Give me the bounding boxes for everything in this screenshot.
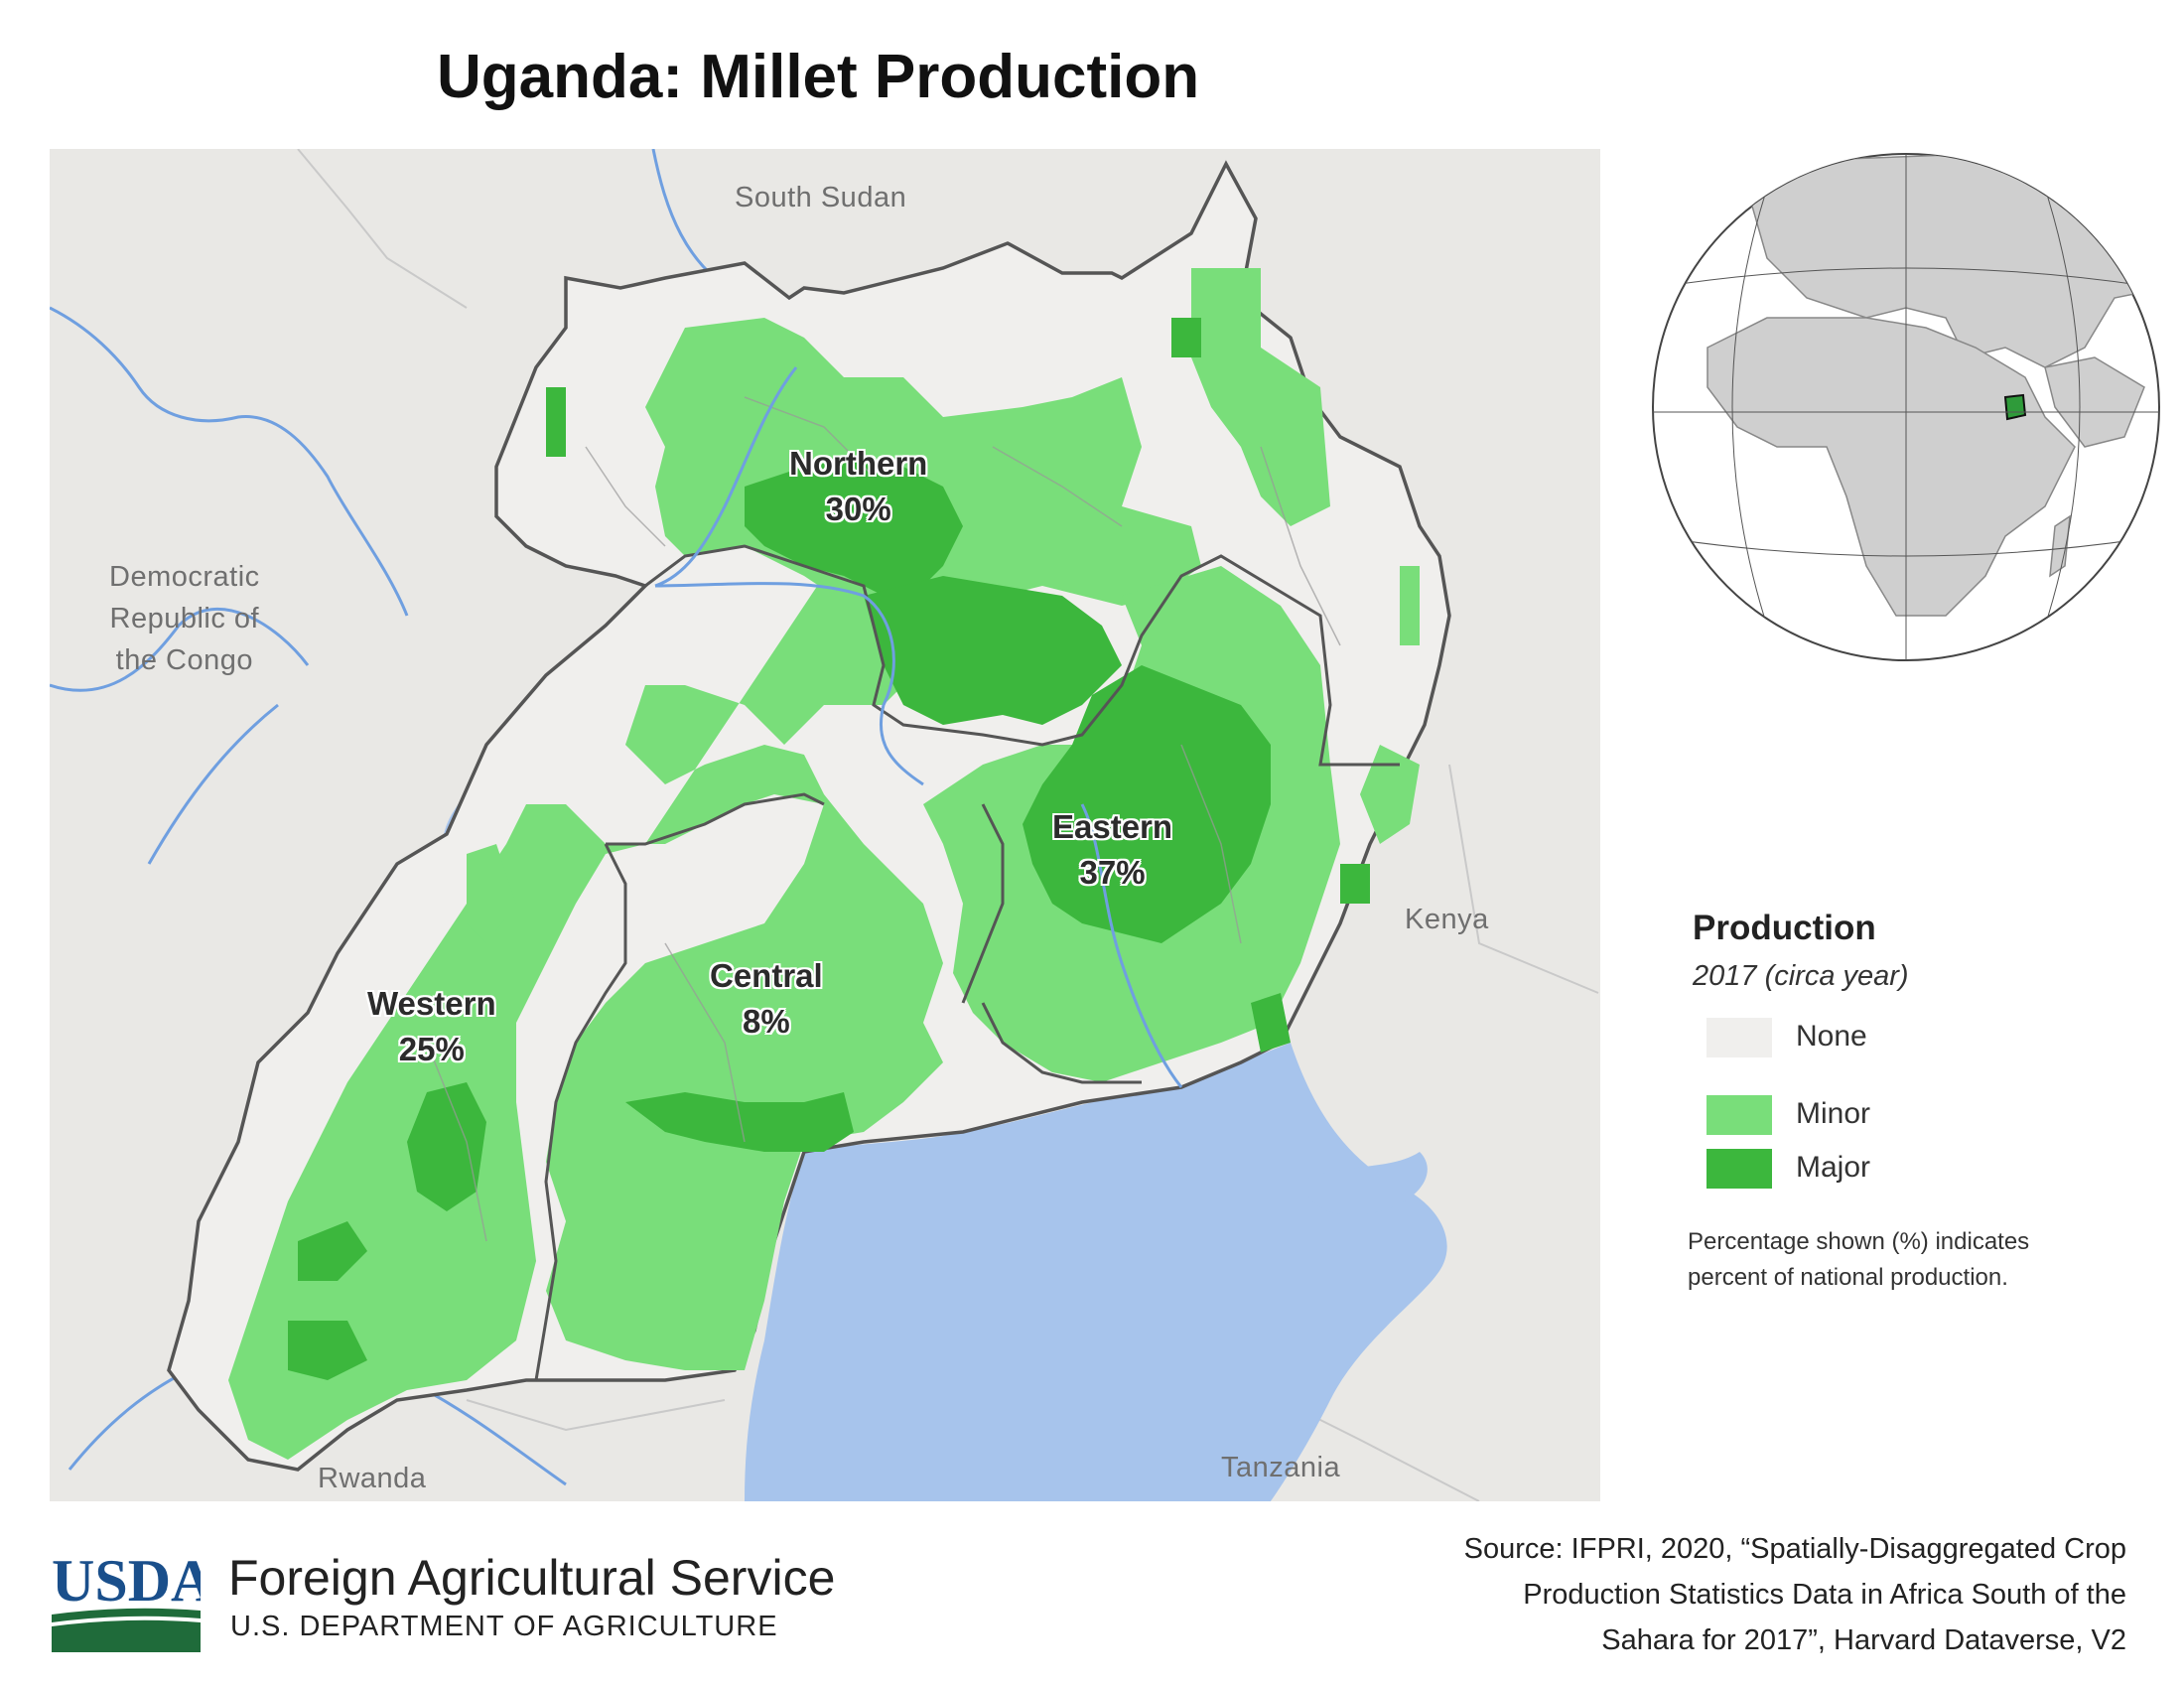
label-south-sudan: South Sudan — [735, 182, 907, 213]
region-label-western[interactable]: Western 25% — [367, 981, 496, 1072]
globe-madagascar — [2049, 514, 2071, 578]
winam-gulf — [1300, 1152, 1428, 1215]
legend-label: None — [1796, 1020, 1867, 1053]
label-kenya: Kenya — [1405, 904, 1489, 935]
nile-river — [654, 366, 1183, 1088]
region-name: Northern — [789, 445, 928, 482]
map-canvas — [50, 149, 1599, 1501]
legend-note-line-1: Percentage shown (%) indicates — [1688, 1228, 2030, 1255]
border-kenya-internal — [1448, 764, 1599, 994]
legend-item-minor: Minor — [1706, 1095, 2004, 1135]
label-tanzania: Tanzania — [1221, 1452, 1341, 1483]
lake-victoria — [745, 1043, 1447, 1501]
legend: Production 2017 (circa year) — [1693, 909, 1909, 993]
region-label-eastern[interactable]: Eastern 37% — [1052, 804, 1172, 896]
legend-swatch-minor — [1706, 1095, 1772, 1135]
region-share: 30% — [825, 491, 891, 527]
department-name: U.S. DEPARTMENT OF AGRICULTURE — [230, 1611, 778, 1642]
region-share: 37% — [1079, 854, 1146, 891]
legend-subtitle: 2017 (circa year) — [1693, 960, 1909, 992]
label-drc-line-1: Democratic — [109, 561, 260, 593]
map-title: Uganda: Millet Production — [437, 43, 1200, 111]
border-central-east — [981, 1002, 1142, 1084]
border-kyoga-east — [961, 803, 1005, 1004]
river-drc-1 — [50, 306, 409, 617]
globe-africa — [1706, 317, 2076, 617]
agency-name: Foreign Agricultural Service — [228, 1550, 836, 1606]
legend-swatch-none — [1706, 1018, 1772, 1057]
legend-note: Percentage shown (%) indicates percent o… — [1688, 1224, 2105, 1296]
border-northern-eastern — [644, 544, 1400, 767]
legend-title: Production — [1693, 909, 1876, 947]
legend-swatch-major — [1706, 1149, 1772, 1189]
region-name: Eastern — [1052, 808, 1173, 845]
legend-item-none: None — [1706, 1018, 2004, 1057]
source-citation: Source: IFPRI, 2020, “Spatially-Disaggre… — [1372, 1526, 2126, 1663]
map-panel[interactable]: South Sudan Democratic Republic of the C… — [50, 149, 1600, 1501]
legend-label: Minor — [1796, 1097, 1871, 1130]
label-drc: Democratic Republic of the Congo — [109, 556, 260, 681]
usda-logo: USDA — [52, 1549, 201, 1652]
region-share: 8% — [743, 1003, 790, 1040]
source-line-1: Source: IFPRI, 2020, “Spatially-Disaggre… — [1463, 1533, 2126, 1565]
border-drc-ss — [297, 149, 468, 309]
border-rw-tz — [466, 1399, 726, 1432]
legend-note-line-2: percent of national production. — [1688, 1264, 2008, 1291]
region-label-central[interactable]: Central 8% — [710, 953, 823, 1045]
legend-label: Major — [1796, 1151, 1871, 1184]
region-label-northern[interactable]: Northern 30% — [789, 441, 927, 532]
river-drc-3 — [147, 703, 279, 865]
major-production-areas — [288, 318, 1370, 1380]
label-drc-line-2: Republic of — [109, 603, 260, 634]
globe-uganda — [2003, 393, 2027, 421]
region-share: 25% — [398, 1031, 465, 1067]
label-drc-line-3: the Congo — [115, 644, 253, 676]
locator-globe — [1652, 153, 2160, 661]
border-central-north — [606, 792, 825, 846]
legend-item-major: Major — [1706, 1149, 2004, 1189]
source-line-3: Sahara for 2017”, Harvard Dataverse, V2 — [1601, 1624, 2126, 1656]
usda-logo-text: USDA — [52, 1549, 201, 1614]
border-western-central — [534, 843, 627, 1381]
source-line-2: Production Statistics Data in Africa Sou… — [1523, 1579, 2126, 1611]
region-name: Central — [710, 957, 823, 994]
label-rwanda: Rwanda — [318, 1463, 427, 1494]
district-lines — [426, 396, 1341, 1242]
globe-arabia — [2044, 356, 2145, 448]
river-drc-2 — [50, 607, 310, 692]
river-sw — [68, 1368, 190, 1471]
region-name: Western — [367, 985, 496, 1022]
minor-production-areas — [228, 268, 1420, 1460]
